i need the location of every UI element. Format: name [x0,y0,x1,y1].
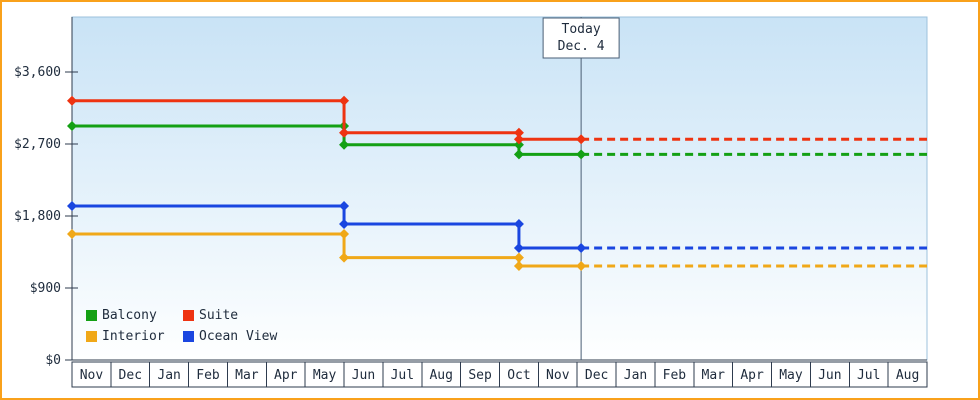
month-cell [615,361,656,388]
today-label-line1: Today [562,22,601,37]
price-marker-ocean-view [67,201,77,211]
price-marker-suite [339,127,350,138]
price-marker-interior [339,229,350,239]
month-label: May [779,368,803,383]
plot-area [71,16,928,361]
price-marker-suite [339,95,350,106]
month-label: Jun [352,368,375,383]
price-marker-interior [67,229,77,239]
month-label: Apr [740,368,764,383]
month-cell [226,361,267,388]
legend-label-ocean-view: Ocean View [199,329,278,344]
legend-swatch-suite [183,310,194,321]
month-cell [771,361,811,388]
chart-legend: Balcony Suite Interior Ocean View [86,308,277,344]
y-tick-label: $2,700 [14,137,61,152]
month-label: Jul [391,368,414,383]
y-tick-label: $1,800 [14,209,61,224]
month-cell [809,361,850,388]
month-cell [887,361,928,388]
month-cell [304,361,345,388]
month-label: Aug [896,368,919,383]
month-label: Oct [507,368,530,383]
legend-item-balcony: Balcony [86,308,183,323]
month-label: Nov [546,368,570,383]
month-label: Mar [235,368,259,383]
price-marker-suite [513,134,524,145]
series-ocean-view [67,201,927,253]
y-tick-label: $900 [30,281,61,296]
month-cell [499,361,539,388]
price-marker-suite [513,127,524,138]
month-cell [460,361,500,388]
price-marker-interior [513,261,524,271]
price-marker-ocean-view [576,243,587,253]
legend-label-suite: Suite [199,308,239,323]
price-line-balcony [72,124,582,156]
month-cell [537,361,578,388]
month-label: Sep [468,368,492,383]
price-marker-suite [576,134,587,145]
price-marker-interior [339,252,350,263]
price-marker-balcony [67,121,77,131]
month-cell [343,361,384,388]
price-line-suite [72,99,582,141]
y-tick-label: $0 [45,353,61,368]
price-marker-interior [576,261,587,271]
price-marker-ocean-view [339,201,350,211]
legend-swatch-interior [86,331,97,342]
y-tick-label: $3,600 [14,65,61,80]
series-balcony [67,121,927,160]
month-cell [265,361,306,388]
month-label: Jan [624,368,647,383]
series-interior [67,229,927,271]
month-label: Dec [585,368,608,383]
month-label: Feb [196,368,220,383]
month-label: Jul [857,368,880,383]
price-marker-ocean-view [513,243,524,253]
series-suite [67,95,927,145]
legend-item-interior: Interior [86,329,183,344]
legend-label-interior: Interior [102,329,165,344]
month-cell [576,361,617,388]
month-label: Feb [663,368,687,383]
price-marker-balcony [513,139,524,150]
month-label: Jun [818,368,841,383]
month-label: Nov [80,368,104,383]
price-marker-ocean-view [513,219,524,229]
price-marker-balcony [576,149,587,160]
price-line-interior [72,232,582,268]
price-marker-interior [513,252,524,263]
today-box: Today Dec. 4 [542,17,620,59]
month-label: May [313,368,337,383]
legend-swatch-ocean-view [183,331,194,342]
price-marker-suite [67,95,77,106]
price-marker-ocean-view [339,219,350,229]
price-line-ocean-view [72,204,582,250]
month-cell [188,361,228,388]
month-cell [149,361,190,388]
month-label: Jan [157,368,180,383]
legend-label-balcony: Balcony [102,308,157,323]
month-cell [110,361,151,388]
price-marker-balcony [513,149,524,160]
month-label: Aug [429,368,452,383]
month-label: Mar [702,368,726,383]
month-cell [732,361,773,388]
legend-item-ocean-view: Ocean View [183,329,277,344]
today-label-line2: Dec. 4 [558,39,605,54]
legend-swatch-balcony [86,310,97,321]
month-cell [654,361,695,388]
today-box-rect [542,17,620,59]
legend-item-suite: Suite [183,308,277,323]
month-label: Apr [274,368,298,383]
month-label: Dec [119,368,142,383]
price-marker-balcony [339,139,350,150]
